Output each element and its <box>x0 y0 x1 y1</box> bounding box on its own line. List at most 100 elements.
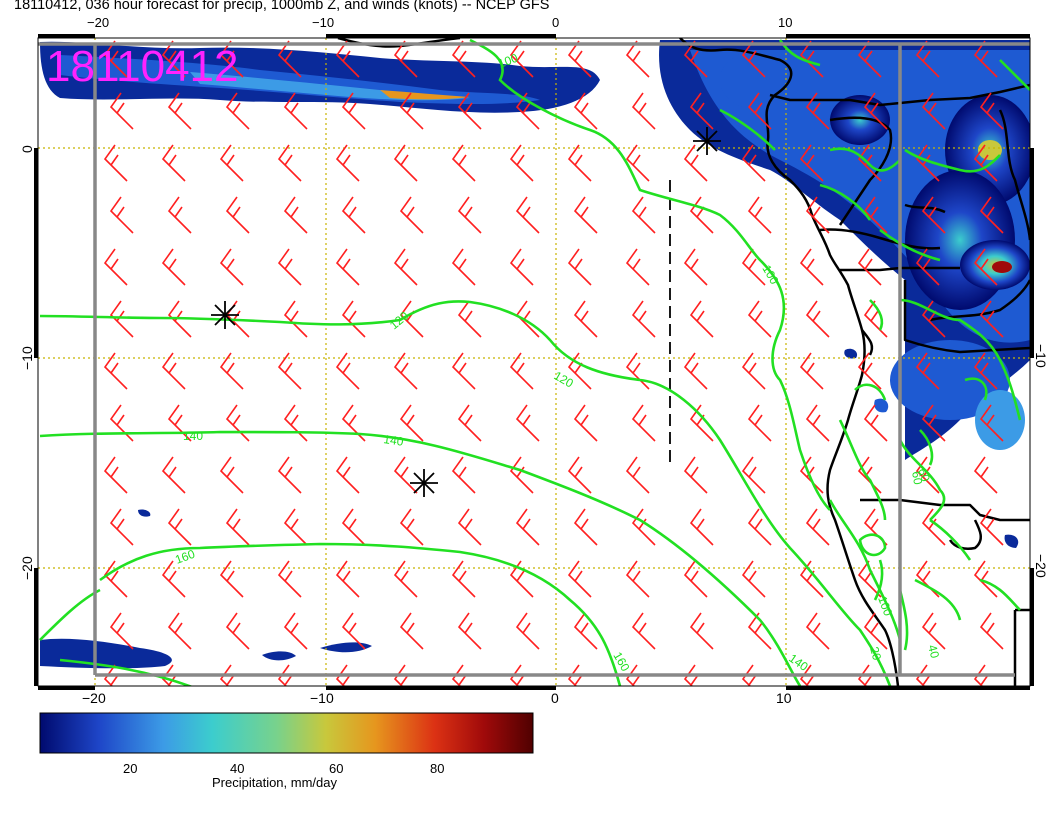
contour-label: 40 <box>925 643 942 660</box>
wind-barb <box>335 248 360 286</box>
lon-labels-bottom: −20 −10 0 10 <box>82 690 792 706</box>
domain-box <box>38 42 1030 677</box>
wind-barb <box>631 404 656 442</box>
wind-barb <box>225 92 250 130</box>
wind-barb <box>451 456 476 494</box>
wind-barb <box>393 352 418 390</box>
wind-barb <box>979 404 1004 442</box>
center-marker <box>410 469 438 497</box>
wind-barb <box>741 560 766 598</box>
wind-barb <box>979 612 1004 650</box>
wind-barb <box>805 508 830 546</box>
wind-barb <box>747 404 772 442</box>
contour-label: 140 <box>383 432 405 449</box>
wind-barb <box>799 248 824 286</box>
lon-tick-label: −10 <box>310 690 334 706</box>
wind-barb <box>747 612 772 650</box>
colorbar-tick-label: 20 <box>123 761 137 776</box>
colorbar-tick-label: 40 <box>230 761 244 776</box>
wind-barb <box>335 144 360 182</box>
colorbar-tick-label: 60 <box>329 761 343 776</box>
wind-barb <box>457 196 482 234</box>
colorbar <box>39 712 534 754</box>
wind-barb <box>973 352 998 390</box>
wind-barb <box>573 196 598 234</box>
wind-barb <box>567 560 592 598</box>
wind-barb <box>457 300 482 338</box>
wind-barb <box>921 404 946 442</box>
center-marker <box>211 301 239 329</box>
wind-barb <box>109 508 134 546</box>
contour-label: 60 <box>915 466 933 484</box>
wind-barb <box>573 92 598 130</box>
wind-barb <box>509 248 534 286</box>
lon-tick-label: −20 <box>87 15 109 30</box>
wind-barb <box>509 352 534 390</box>
wind-barb <box>921 508 946 546</box>
wind-barb <box>393 560 418 598</box>
wind-barb <box>457 404 482 442</box>
wind-barb <box>109 612 134 650</box>
wind-barb <box>805 92 830 130</box>
wind-barb <box>161 144 186 182</box>
colorbar-label: Precipitation, mm/day <box>212 775 337 790</box>
contour-label: 20 <box>867 645 884 662</box>
contour-label: 100 <box>875 594 895 618</box>
wind-barb <box>741 352 766 390</box>
wind-barb <box>109 92 134 130</box>
wind-barb <box>283 508 308 546</box>
wind-barb <box>747 196 772 234</box>
wind-barb <box>857 352 882 390</box>
wind-barb <box>689 92 714 130</box>
contour-label: 100 <box>496 51 520 71</box>
wind-barb <box>683 352 708 390</box>
wind-barb <box>863 92 888 130</box>
wind-barb <box>625 560 650 598</box>
lon-tick-label: −20 <box>82 690 106 706</box>
wind-barb <box>625 352 650 390</box>
lon-tick-label: −10 <box>312 15 334 30</box>
wind-barb <box>283 196 308 234</box>
wind-barb <box>225 612 250 650</box>
lon-tick-label: 10 <box>778 15 792 30</box>
wind-barb <box>219 248 244 286</box>
wind-barb <box>631 92 656 130</box>
wind-barb <box>219 144 244 182</box>
wind-barb <box>805 300 830 338</box>
wind-barb <box>625 144 650 182</box>
wind-barb <box>515 612 540 650</box>
center-marker <box>693 127 721 155</box>
wind-barbs <box>103 40 1004 686</box>
wind-barb <box>109 196 134 234</box>
wind-barb <box>747 508 772 546</box>
wind-barb <box>863 196 888 234</box>
wind-barb <box>509 144 534 182</box>
wind-barb <box>747 92 772 130</box>
lat-labels-left: 0 −10 −20 <box>19 145 35 580</box>
wind-barb <box>973 456 998 494</box>
wind-barb <box>973 144 998 182</box>
wind-barb <box>509 560 534 598</box>
wind-barb <box>979 300 1004 338</box>
wind-barb <box>161 248 186 286</box>
wind-barb <box>399 508 424 546</box>
wind-barb <box>457 92 482 130</box>
wind-barb <box>805 196 830 234</box>
wind-barb <box>277 144 302 182</box>
wind-barb <box>219 352 244 390</box>
wind-barb <box>283 612 308 650</box>
wind-barb <box>341 196 366 234</box>
wind-barb <box>393 248 418 286</box>
wind-barb <box>515 404 540 442</box>
wind-barb <box>573 612 598 650</box>
wind-barb <box>103 352 128 390</box>
wind-barb <box>567 144 592 182</box>
wind-barb <box>457 508 482 546</box>
wind-barb <box>625 248 650 286</box>
lat-tick-label: −20 <box>1033 554 1049 578</box>
wind-barb <box>509 456 534 494</box>
map-title: 18110412, 036 hour forecast for precip, … <box>14 0 550 13</box>
colorbar-tick-label: 80 <box>430 761 444 776</box>
wind-barb <box>167 612 192 650</box>
